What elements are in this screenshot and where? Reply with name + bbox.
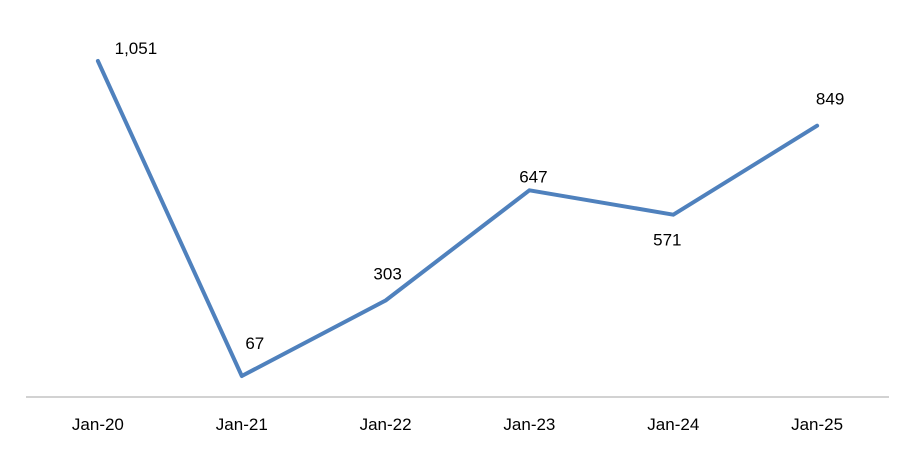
data-label: 647 <box>519 167 547 186</box>
series-line <box>95 59 820 378</box>
data-label: 849 <box>816 90 844 109</box>
data-labels: 1,051 67 303 647 571 849 <box>115 39 845 353</box>
data-label: 303 <box>373 265 401 284</box>
x-tick-label: Jan-22 <box>360 415 412 434</box>
x-tick-label: Jan-21 <box>216 415 268 434</box>
x-tick-label: Jan-23 <box>503 415 555 434</box>
x-tick-label: Jan-25 <box>791 415 843 434</box>
x-axis-tick-labels: Jan-20 Jan-21 Jan-22 Jan-23 Jan-24 Jan-25 <box>72 415 843 434</box>
x-tick-label: Jan-24 <box>647 415 699 434</box>
x-tick-label: Jan-20 <box>72 415 124 434</box>
data-label: 1,051 <box>115 39 158 58</box>
data-label: 571 <box>653 231 681 250</box>
data-label: 67 <box>245 334 264 353</box>
